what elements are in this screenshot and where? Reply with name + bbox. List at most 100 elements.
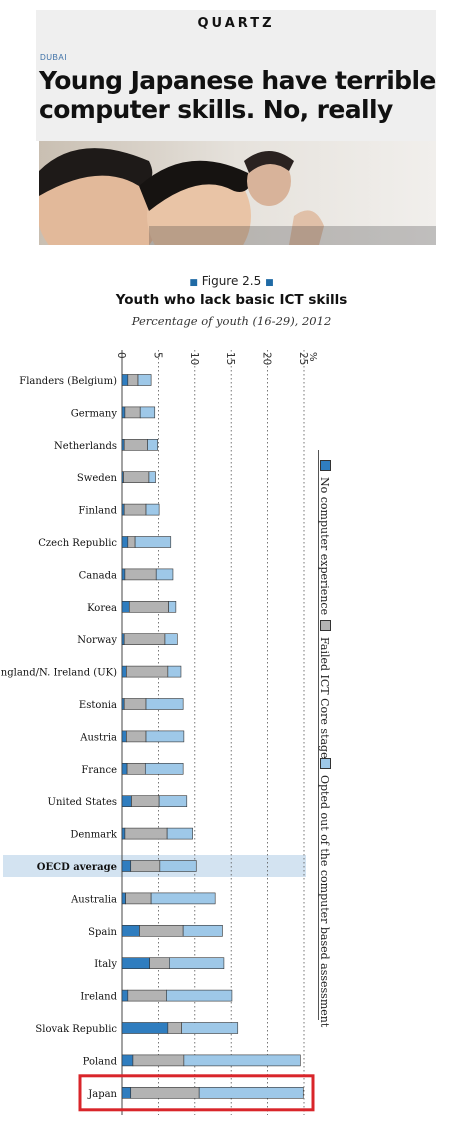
legend-no-experience: No computer experience <box>318 460 331 615</box>
legend-failed-core: Failed ICT Core stage <box>318 620 331 759</box>
bar-segment <box>149 957 170 970</box>
bar-segment <box>169 957 225 970</box>
category-label: Slovak Republic <box>35 1024 117 1035</box>
category-label: United States <box>48 797 117 808</box>
bar-segment <box>158 795 188 808</box>
bar-segment <box>124 568 157 581</box>
bar-segment <box>148 471 156 483</box>
bar-segment <box>166 827 193 840</box>
section-kicker[interactable]: DUBAI <box>40 53 67 62</box>
x-tick-label: 25 <box>297 352 309 365</box>
bar-segment <box>121 827 126 840</box>
bar-segment <box>124 827 168 840</box>
bar-segment <box>126 730 147 743</box>
bar-segment <box>127 989 167 1002</box>
stacked-bar-chart: 0 5 10 15 20 25% Flanders (Belgium) Germany Neth… <box>0 350 318 1115</box>
bar-segment <box>159 860 197 872</box>
article-headline[interactable]: Young Japanese have terrible computer sk… <box>39 66 436 124</box>
bar-segment <box>147 439 158 451</box>
bar-segment <box>121 406 126 419</box>
category-label: Austria <box>79 732 117 743</box>
x-tick-label: 15 <box>224 352 236 365</box>
category-label: Finland <box>78 506 117 517</box>
bar-segment <box>127 536 136 548</box>
bar-segment <box>132 1054 185 1067</box>
bar-segment <box>123 633 166 646</box>
bar-segment <box>123 698 147 710</box>
category-label: Norway <box>77 635 117 646</box>
category-label: Spain <box>88 927 117 938</box>
bar-segment <box>145 503 160 516</box>
bar-segment <box>137 374 152 386</box>
bar-segment <box>167 1022 182 1034</box>
x-tick-label: 10 <box>188 352 200 365</box>
bar-segment <box>139 924 184 937</box>
legend-swatch-no-experience <box>320 460 331 471</box>
bar-segment <box>150 892 216 905</box>
bar-segment <box>168 600 177 613</box>
bar-segment <box>131 795 160 808</box>
bar-segment <box>145 730 185 743</box>
bar-segment <box>155 568 174 581</box>
bar-segment <box>130 860 161 872</box>
category-label: Japan <box>87 1089 117 1100</box>
bar-segment <box>181 1022 239 1034</box>
bar-segment <box>182 924 223 937</box>
hero-photo <box>39 141 436 245</box>
category-label: Canada <box>79 570 117 581</box>
x-tick-label: 20 <box>261 352 273 365</box>
category-label: OECD average <box>37 862 117 873</box>
chart-legend: No computer experience Failed ICT Core s… <box>318 450 367 1027</box>
figure-number: ■ Figure 2.5 ■ <box>0 274 463 288</box>
bar-segment <box>121 795 132 808</box>
category-label: Ireland <box>80 992 117 1003</box>
category-label: Korea <box>87 603 117 614</box>
bar-segment <box>126 665 169 678</box>
bar-segment <box>121 924 140 937</box>
bar-segment <box>123 439 148 451</box>
bar-segment <box>164 633 178 646</box>
x-tick-label: 0 <box>115 352 127 359</box>
category-label: Italy <box>94 959 117 970</box>
legend-label-no-experience: No computer experience <box>318 477 331 616</box>
chart-subtitle: Percentage of youth (16-29), 2012 <box>131 314 332 328</box>
bar-segment <box>121 600 130 613</box>
category-label: Sweden <box>77 473 118 484</box>
bar-segment <box>121 957 150 970</box>
bar-segment <box>121 730 127 743</box>
highlight-box-japan <box>78 1074 315 1112</box>
legend-label-opted-out: Opted out of the computer based assessme… <box>318 775 331 1028</box>
bar-segment <box>121 989 129 1002</box>
bar-segment <box>124 406 141 419</box>
category-label: Czech Republic <box>38 538 117 549</box>
bar-segment <box>126 762 146 775</box>
legend-opted-out: Opted out of the computer based assessme… <box>318 758 331 1027</box>
bar-segment <box>121 860 132 872</box>
brand-logo[interactable]: QUARTZ <box>197 16 275 31</box>
legend-label-failed-core: Failed ICT Core stage <box>318 637 331 759</box>
hero-photo-illustration <box>39 141 436 245</box>
category-label: Germany <box>71 408 118 419</box>
bar-segment <box>121 1054 134 1067</box>
bar-segment <box>128 600 169 613</box>
category-label: Poland <box>83 1056 118 1067</box>
category-label: Denmark <box>70 830 118 841</box>
bar-segment <box>121 439 125 451</box>
legend-swatch-opted-out <box>320 758 331 769</box>
category-label: Netherlands <box>54 441 117 452</box>
bar-segment <box>130 1086 200 1099</box>
bar-segment <box>121 1022 169 1034</box>
bar-segment <box>167 665 182 678</box>
bar-segment <box>121 568 126 581</box>
bar-segment <box>121 762 128 775</box>
bar-segment <box>145 698 184 710</box>
bar-segment <box>121 503 125 516</box>
figure-marker-right: ■ <box>265 278 274 288</box>
bar-segment <box>121 374 129 386</box>
bar-segment <box>121 1086 132 1099</box>
bar-segment <box>183 1054 301 1067</box>
figure-label-text: Figure 2.5 <box>201 274 262 288</box>
bar-segment <box>121 665 127 678</box>
chart-title: Youth who lack basic ICT skills <box>115 292 348 308</box>
figure-marker-left: ■ <box>189 278 198 288</box>
